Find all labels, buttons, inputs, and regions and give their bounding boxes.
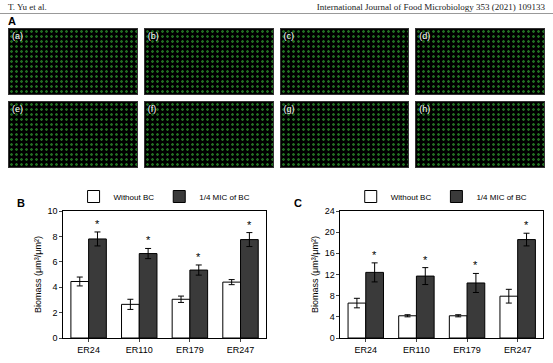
svg-text:1/4 MIC of BC: 1/4 MIC of BC	[199, 193, 249, 202]
svg-text:ER24: ER24	[77, 345, 100, 355]
svg-text:12: 12	[325, 270, 335, 280]
svg-text:10: 10	[47, 206, 57, 216]
html-text:(h): (h)	[419, 104, 431, 114]
html-text:(b): (b)	[147, 31, 159, 41]
svg-text:8: 8	[330, 291, 335, 301]
html-text:A: A	[8, 15, 16, 27]
svg-text:*: *	[95, 218, 100, 230]
svg-text:24: 24	[325, 206, 335, 216]
html-text:(c): (c)	[283, 31, 294, 41]
svg-text:1/4 MIC of BC: 1/4 MIC of BC	[476, 193, 526, 202]
svg-text:C: C	[294, 197, 302, 209]
svg-text:4: 4	[330, 312, 335, 322]
svg-text:20: 20	[325, 227, 335, 237]
svg-text:ER110: ER110	[403, 345, 430, 355]
svg-text:*: *	[196, 251, 201, 263]
html-text:(d): (d)	[419, 31, 431, 41]
svg-text:*: *	[247, 219, 252, 231]
html-text:(a): (a)	[12, 31, 23, 41]
svg-text:0: 0	[52, 333, 57, 343]
html-text:(f): (f)	[147, 104, 157, 114]
svg-text:Biomass (μm³/μm²): Biomass (μm³/μm²)	[33, 236, 43, 313]
svg-text:8: 8	[52, 232, 57, 242]
svg-text:ER179: ER179	[176, 345, 204, 355]
svg-text:Without BC: Without BC	[114, 193, 155, 202]
svg-text:ER179: ER179	[453, 345, 481, 355]
svg-text:ER247: ER247	[504, 345, 532, 355]
svg-text:ER110: ER110	[126, 345, 153, 355]
svg-text:ER24: ER24	[355, 345, 378, 355]
svg-text:*: *	[372, 249, 377, 261]
svg-text:*: *	[524, 219, 529, 231]
html-text:(g): (g)	[283, 104, 295, 114]
svg-text:6: 6	[52, 257, 57, 267]
svg-text:0: 0	[330, 333, 335, 343]
svg-text:*: *	[146, 234, 151, 246]
svg-text:Without BC: Without BC	[391, 193, 432, 202]
html-text:(e): (e)	[12, 104, 23, 114]
svg-text:Biomass (μm³/μm²): Biomass (μm³/μm²)	[310, 236, 320, 313]
svg-text:16: 16	[325, 248, 335, 258]
svg-text:*: *	[473, 259, 478, 271]
svg-text:*: *	[423, 254, 428, 266]
svg-text:2: 2	[52, 308, 57, 318]
html-text:T. Yu et al.: T. Yu et al.	[8, 1, 47, 12]
svg-text:B: B	[17, 197, 25, 209]
html-text:International Journal of Food: International Journal of Food Microbiolo…	[316, 1, 545, 12]
svg-text:4: 4	[52, 282, 57, 292]
svg-text:ER247: ER247	[227, 345, 255, 355]
